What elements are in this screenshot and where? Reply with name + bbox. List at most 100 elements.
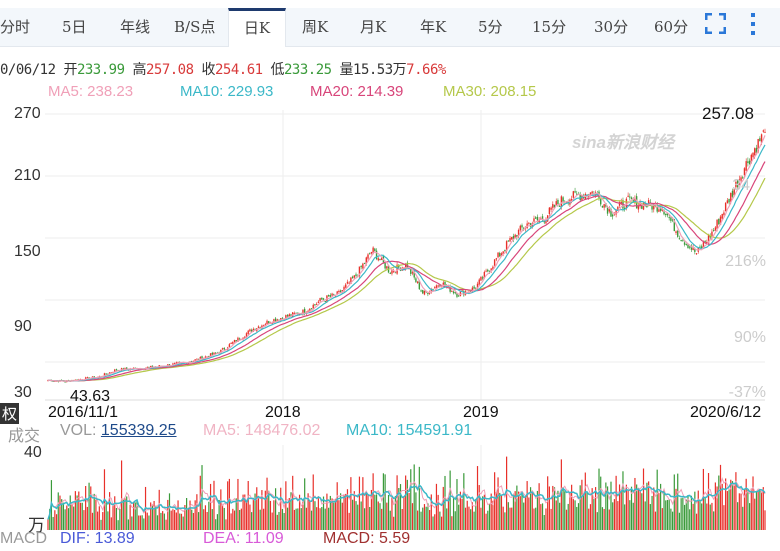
tab-2[interactable]: 年线 bbox=[120, 18, 151, 36]
volume-bar bbox=[440, 516, 443, 530]
tab-7[interactable]: 年K bbox=[420, 18, 447, 36]
candle bbox=[678, 238, 681, 240]
candle bbox=[230, 343, 232, 345]
volume-bar bbox=[314, 501, 316, 530]
volume-bar bbox=[163, 513, 165, 530]
volume-bar bbox=[302, 501, 304, 530]
x-tick: 2018 bbox=[265, 404, 301, 421]
candle bbox=[285, 315, 287, 319]
volume-bar bbox=[755, 491, 758, 530]
volume-bar bbox=[239, 509, 241, 530]
volume-bar bbox=[160, 512, 162, 530]
candle bbox=[487, 269, 489, 272]
volume-bar bbox=[220, 489, 222, 530]
volume-bar bbox=[630, 486, 633, 530]
tab-1[interactable]: 5日 bbox=[62, 18, 87, 36]
candle bbox=[437, 285, 439, 287]
candle bbox=[336, 291, 338, 295]
candle bbox=[47, 380, 49, 382]
volume-bar bbox=[341, 502, 343, 530]
volume-bar bbox=[624, 504, 626, 530]
tab-8[interactable]: 5分 bbox=[478, 18, 503, 36]
candle bbox=[392, 270, 395, 272]
volume-bar bbox=[656, 469, 658, 530]
volume-bar bbox=[155, 505, 157, 530]
candle bbox=[517, 229, 520, 237]
volume-bar bbox=[274, 488, 277, 530]
candle bbox=[367, 254, 369, 259]
volume-bar bbox=[615, 475, 617, 530]
volume-bar bbox=[603, 508, 605, 530]
candle bbox=[350, 277, 352, 284]
volume-bar bbox=[444, 475, 446, 530]
volume-bar bbox=[372, 473, 374, 530]
volume-bar bbox=[237, 478, 239, 530]
volume-bar bbox=[559, 502, 561, 530]
candle bbox=[726, 200, 729, 204]
candle bbox=[639, 202, 641, 207]
volume-bar bbox=[381, 508, 383, 530]
volume-bar bbox=[494, 472, 496, 530]
candle bbox=[223, 347, 225, 350]
volume-bar bbox=[553, 487, 556, 530]
tab-10[interactable]: 30分 bbox=[594, 18, 629, 36]
volume-bar bbox=[319, 508, 321, 530]
candle bbox=[172, 363, 174, 365]
candle bbox=[353, 275, 356, 278]
volume-bar bbox=[47, 519, 49, 530]
tab-4[interactable]: 日K bbox=[228, 8, 286, 47]
volume-bar bbox=[153, 500, 155, 530]
volume-bar bbox=[83, 510, 85, 530]
candle bbox=[250, 329, 253, 332]
candle bbox=[416, 281, 419, 283]
candle bbox=[442, 282, 444, 286]
candle bbox=[105, 373, 107, 375]
volume-bar bbox=[627, 490, 629, 530]
more-icon[interactable] bbox=[750, 12, 756, 36]
volume-bar bbox=[725, 478, 727, 530]
tab-6[interactable]: 月K bbox=[360, 18, 387, 36]
candle bbox=[562, 197, 564, 202]
fuquan-button[interactable]: 权 bbox=[0, 403, 20, 424]
volume-bar bbox=[295, 508, 297, 530]
candle bbox=[565, 201, 568, 203]
volume-bar bbox=[360, 501, 362, 530]
volume-bar bbox=[292, 475, 294, 530]
volume-bar bbox=[283, 513, 285, 530]
candle bbox=[509, 238, 511, 242]
volume-bar bbox=[420, 511, 422, 530]
tab-5[interactable]: 周K bbox=[302, 18, 329, 36]
volume-bar bbox=[425, 506, 427, 530]
fullscreen-icon[interactable] bbox=[705, 13, 726, 34]
tab-3[interactable]: B/S点 bbox=[174, 18, 216, 36]
candle bbox=[627, 195, 629, 197]
candle bbox=[91, 376, 94, 378]
candle bbox=[430, 289, 433, 293]
tab-11[interactable]: 60分 bbox=[654, 18, 689, 36]
volume-bar bbox=[285, 481, 287, 530]
candle bbox=[478, 279, 480, 285]
volume-bar bbox=[353, 491, 355, 530]
volume-bar bbox=[598, 468, 600, 530]
candle bbox=[351, 276, 354, 279]
volume-bar bbox=[348, 512, 350, 530]
volume-bar bbox=[286, 507, 289, 530]
volume-bar bbox=[432, 516, 434, 530]
volume-bar bbox=[422, 507, 424, 530]
candle bbox=[194, 359, 196, 362]
candle bbox=[591, 191, 593, 195]
tab-0[interactable]: 分时 bbox=[0, 18, 31, 36]
volume-bar bbox=[449, 470, 451, 530]
volume-bar bbox=[343, 494, 345, 530]
vol-ma5-legend: MA5: 148476.02 bbox=[203, 422, 321, 439]
candle bbox=[404, 264, 407, 270]
volume-bar bbox=[454, 511, 456, 530]
volume-bar bbox=[189, 500, 191, 530]
volume-bar bbox=[132, 501, 135, 530]
volume-bar bbox=[482, 496, 484, 530]
tab-9[interactable]: 15分 bbox=[532, 18, 567, 36]
volume-bar bbox=[540, 504, 542, 530]
candle bbox=[692, 247, 694, 251]
candle bbox=[362, 263, 364, 269]
